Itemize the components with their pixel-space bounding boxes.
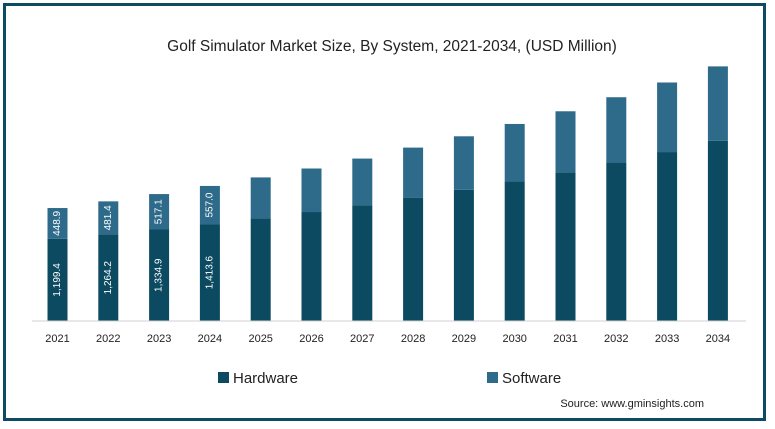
bar-software-2033	[657, 82, 678, 153]
x-tick-2031: 2031	[553, 333, 577, 345]
legend-label-software: Software	[502, 370, 561, 387]
bar-hardware-2030	[504, 181, 525, 321]
bar-hardware-2021	[47, 238, 68, 321]
bar-hardware-2024	[199, 224, 220, 321]
x-tick-labels: 2021 2022 2023 2024 2025 2026 2027 2028 2029 2030…	[45, 333, 730, 345]
bar-software-2022	[98, 201, 119, 235]
source-note: Source: www.gminsights.com	[560, 398, 704, 410]
data-label-hardware-2023: 1,334.9	[154, 258, 165, 292]
data-label-hardware-2021: 1,199.4	[52, 263, 63, 297]
x-tick-2029: 2029	[452, 333, 476, 345]
bar-software-2027	[352, 158, 373, 206]
bar-software-2031	[555, 111, 576, 173]
bar-hardware-2028	[403, 197, 424, 321]
chart-frame	[3, 3, 766, 421]
legend-swatch-hardware	[218, 372, 229, 383]
data-label-software-2023: 517.1	[154, 199, 165, 224]
data-label-software-2021: 448.9	[52, 210, 63, 235]
x-tick-2022: 2022	[96, 333, 120, 345]
x-tick-2021: 2021	[45, 333, 69, 345]
x-tick-2028: 2028	[401, 333, 425, 345]
x-tick-2027: 2027	[350, 333, 374, 345]
legend-swatch-software	[487, 372, 498, 383]
data-label-software-2022: 481.4	[103, 205, 114, 230]
data-label-hardware-2024: 1,413.6	[204, 255, 215, 289]
bar-software-2030	[504, 123, 525, 182]
x-tick-2030: 2030	[502, 333, 526, 345]
x-tick-2033: 2033	[655, 333, 679, 345]
bar-hardware-2026	[301, 212, 322, 321]
x-tick-2024: 2024	[198, 333, 222, 345]
bar-software-2028	[403, 147, 424, 198]
bars-group: 1,199.4 448.9 1,264.2 481.4 1,334.9 517.1 1,41…	[47, 66, 728, 321]
x-tick-2023: 2023	[147, 333, 171, 345]
legend-label-hardware: Hardware	[233, 370, 298, 387]
bar-hardware-2033	[657, 152, 678, 321]
data-label-hardware-2022: 1,264.2	[103, 261, 114, 295]
x-tick-2026: 2026	[299, 333, 323, 345]
x-tick-2034: 2034	[706, 333, 730, 345]
bar-software-2023	[149, 194, 170, 230]
bar-hardware-2022	[98, 234, 119, 321]
data-label-software-2024: 557.0	[204, 192, 215, 217]
x-tick-2025: 2025	[248, 333, 272, 345]
bar-hardware-2031	[555, 172, 576, 321]
bar-hardware-2027	[352, 205, 373, 321]
bar-hardware-2032	[606, 162, 627, 321]
bar-hardware-2034	[707, 140, 728, 321]
bar-software-2026	[301, 168, 322, 213]
x-tick-2032: 2032	[604, 333, 628, 345]
bar-software-2025	[250, 177, 271, 219]
bar-software-2029	[453, 136, 474, 190]
bar-hardware-2025	[250, 218, 271, 321]
bar-hardware-2023	[149, 229, 170, 321]
bar-hardware-2029	[453, 189, 474, 321]
bar-software-2021	[47, 208, 68, 239]
chart-title: Golf Simulator Market Size, By System, 2…	[167, 38, 617, 55]
bar-software-2024	[199, 185, 220, 225]
bar-software-2034	[707, 66, 728, 141]
bar-software-2032	[606, 97, 627, 163]
